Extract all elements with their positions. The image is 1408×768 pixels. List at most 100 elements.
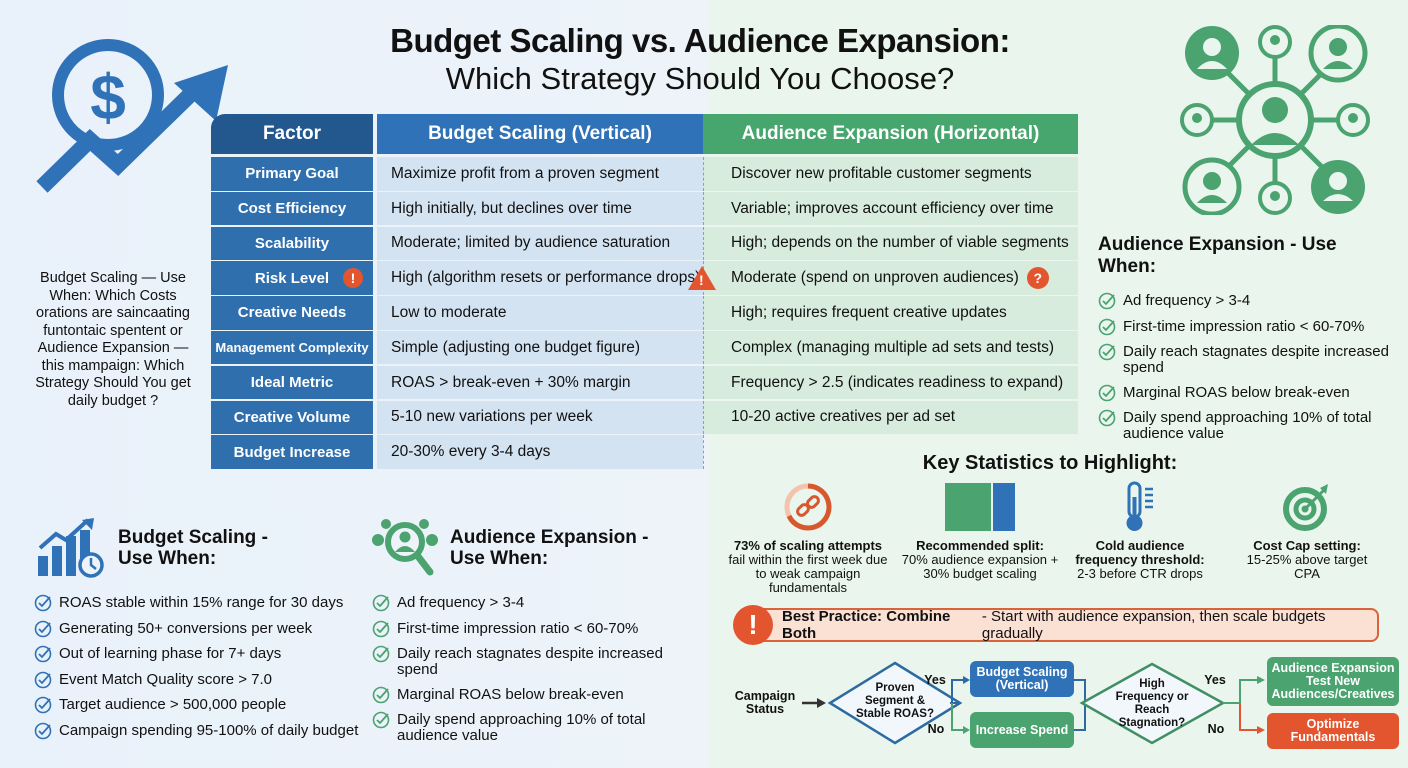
factor-label: Risk Level — [254, 269, 330, 287]
check-list: Ad frequency > 3-4 First-time impression… — [1098, 293, 1398, 442]
audience-cell: Frequency > 2.5 (indicates readiness to … — [703, 365, 1078, 400]
split-bar-icon — [945, 483, 1015, 531]
audience-cell: Variable; improves account efficiency ov… — [703, 191, 1078, 226]
table-row: Creative Needs Low to moderate High; req… — [211, 296, 1078, 330]
decision-2: High Frequency or Reach Stagnation? — [1115, 678, 1189, 729]
exclamation-circle-icon: ! — [343, 268, 363, 289]
budget-cell: Low to moderate — [377, 296, 703, 330]
list-item: First-time impression ratio < 60-70% — [372, 620, 672, 638]
list-item: Marginal ROAS below break-even — [1098, 384, 1398, 402]
factor-cell: Cost Efficiency — [211, 191, 373, 226]
check-circle-icon — [372, 686, 390, 703]
broken-chain-icon — [784, 483, 832, 531]
bar-chart-clock-icon — [38, 518, 104, 578]
check-list: Ad frequency > 3-4 First-time impression… — [372, 595, 672, 744]
list-item: Target audience > 500,000 people — [34, 697, 366, 714]
list-item: Daily reach stagnates despite increased … — [1098, 344, 1398, 376]
key-stats-title: Key Statistics to Highlight: — [922, 452, 1178, 474]
check-circle-icon — [372, 620, 390, 637]
table-header-row: Factor Budget Scaling (Vertical) Audienc… — [211, 114, 1078, 154]
decision-1: Proven Segment & Stable ROAS? — [856, 682, 934, 720]
factor-cell: Creative Volume — [211, 400, 373, 435]
list-item: Out of learning phase for 7+ days — [34, 646, 366, 663]
check-circle-icon — [1098, 318, 1116, 335]
factor-cell: Primary Goal — [211, 157, 373, 191]
budget-scaling-box: Budget Scaling (Vertical) — [970, 661, 1074, 697]
audience-use-when: Audience Expansion - Use When: Ad freque… — [372, 518, 672, 753]
audience-cell: Discover new profitable customer segment… — [703, 157, 1078, 191]
table-row: Cost Efficiency High initially, but decl… — [211, 191, 1078, 226]
yes-label-2: Yes — [1204, 673, 1226, 687]
budget-cell: ROAS > break-even + 30% margin — [377, 365, 703, 400]
check-circle-icon — [1098, 384, 1116, 401]
check-circle-icon — [1098, 409, 1116, 427]
budget-use-when: Budget Scaling - Use When: ROAS stable w… — [34, 518, 366, 748]
audience-label: Moderate (spend on unproven audiences) — [731, 269, 1019, 287]
check-circle-icon — [372, 594, 390, 612]
section-heading: Budget Scaling - Use When: — [118, 527, 268, 569]
stat-cost-cap: Cost Cap setting: 15-25% above target CP… — [1232, 481, 1382, 581]
left-caption: Budget Scaling — Use When: Which Costs o… — [35, 270, 191, 409]
audience-use-when-right: Audience Expansion - Use When: Ad freque… — [1098, 234, 1398, 451]
list-item: Ad frequency > 3-4 — [372, 595, 672, 612]
check-circle-icon — [34, 671, 52, 688]
check-list: ROAS stable within 15% range for 30 days… — [34, 595, 366, 740]
title-line-1: Budget Scaling vs. Audience Expansion: — [390, 22, 1010, 59]
section-heading: Audience Expansion - Use When: — [1098, 234, 1337, 277]
table-row: Ideal Metric ROAS > break-even + 30% mar… — [211, 365, 1078, 400]
audience-network-icon — [1175, 23, 1375, 217]
factor-cell: Risk Level ! — [211, 261, 373, 295]
table-row: Risk Level ! High (algorithm resets or p… — [211, 261, 1078, 295]
table-row: Creative Volume 5-10 new variations per … — [211, 400, 1078, 435]
target-icon — [1283, 484, 1328, 531]
header-audience-expansion: Audience Expansion (Horizontal) — [703, 114, 1078, 154]
dollar-growth-arrow-icon: $ — [30, 25, 230, 200]
best-practice-banner: Best Practice: Combine Both - Start with… — [752, 608, 1379, 642]
yes-label-1: Yes — [924, 673, 946, 687]
stat-cold-frequency: Cold audience frequency threshold: 2-3 b… — [1070, 481, 1210, 581]
header-budget-scaling: Budget Scaling (Vertical) — [377, 114, 703, 154]
check-circle-icon — [34, 722, 52, 739]
check-circle-icon — [1098, 292, 1116, 310]
list-item: Generating 50+ conversions per week — [34, 620, 366, 638]
table-row: Primary Goal Maximize profit from a prov… — [211, 157, 1078, 191]
list-item: Ad frequency > 3-4 — [1098, 293, 1398, 310]
audience-cell — [703, 435, 1078, 469]
table-row: Scalability Moderate; limited by audienc… — [211, 226, 1078, 261]
factor-cell: Scalability — [211, 226, 373, 261]
check-circle-icon — [34, 620, 52, 637]
header-factor: Factor — [211, 114, 373, 154]
audience-cell: 10-20 active creatives per ad set — [703, 400, 1078, 435]
thermometer-icon — [1126, 481, 1153, 531]
decision-flowchart: Campaign Status Proven Segment & Stable … — [720, 650, 1408, 765]
audience-cell: Complex (managing multiple ad sets and t… — [703, 330, 1078, 365]
audience-expansion-box: Audience Expansion Test New Audiences/Cr… — [1267, 657, 1399, 706]
list-item: Marginal ROAS below break-even — [372, 686, 672, 704]
budget-cell: 20-30% every 3-4 days — [377, 435, 703, 469]
stat-scaling-failure: 73% of scaling attempts fail within the … — [728, 481, 888, 595]
budget-cell: Maximize profit from a proven segment — [377, 157, 703, 191]
audience-cell: High; depends on the number of viable se… — [703, 226, 1078, 261]
check-circle-icon — [372, 711, 390, 729]
check-circle-icon — [372, 645, 390, 663]
title-line-2: Which Strategy Should You Choose? — [445, 61, 955, 96]
list-item: Daily spend approaching 10% of total aud… — [372, 712, 672, 744]
budget-cell: High (algorithm resets or performance dr… — [377, 261, 703, 295]
check-circle-icon — [34, 645, 52, 663]
stat-recommended-split: Recommended split: 70% audience expansio… — [895, 481, 1065, 581]
table-row: Management Complexity Simple (adjusting … — [211, 330, 1078, 365]
increase-spend-box: Increase Spend — [970, 712, 1074, 748]
factor-cell: Management Complexity — [211, 330, 373, 365]
check-circle-icon — [34, 696, 52, 714]
check-circle-icon — [34, 594, 52, 612]
no-label-1: No — [927, 722, 945, 736]
list-item: Campaign spending 95-100% of daily budge… — [34, 722, 366, 740]
list-item: Event Match Quality score > 7.0 — [34, 671, 366, 689]
table-row: Budget Increase 20-30% every 3-4 days — [211, 435, 1078, 469]
list-item: Daily reach stagnates despite increased … — [372, 646, 672, 678]
factor-cell: Budget Increase — [211, 435, 373, 469]
budget-cell: Moderate; limited by audience saturation — [377, 226, 703, 261]
audience-cell: High; requires frequent creative updates — [703, 296, 1078, 330]
audience-search-icon — [372, 519, 438, 576]
budget-cell: 5-10 new variations per week — [377, 400, 703, 435]
